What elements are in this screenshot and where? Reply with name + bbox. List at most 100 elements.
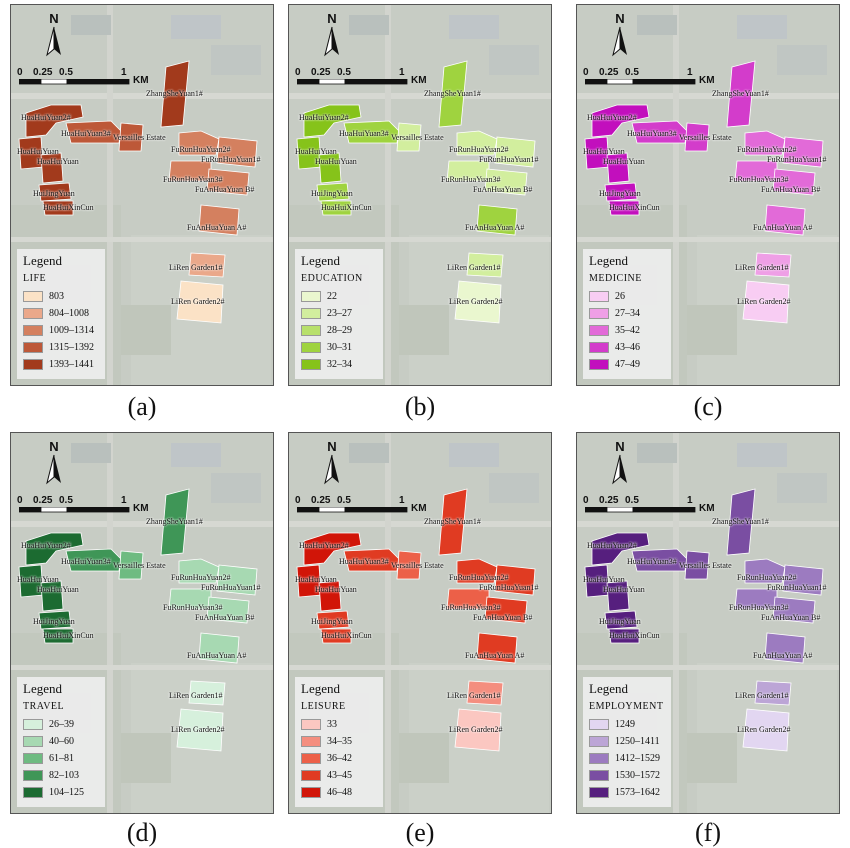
district-label: HuaHuiYuan bbox=[17, 147, 59, 156]
district-label: LiRen Garden1# bbox=[735, 691, 789, 700]
legend-swatch bbox=[301, 787, 321, 798]
district-label: HuiJingYuan bbox=[599, 617, 641, 626]
legend-label: 1530–1572 bbox=[615, 770, 660, 781]
district-label: HuaHuiYuan bbox=[315, 157, 357, 166]
district-label: HuiJingYuan bbox=[599, 189, 641, 198]
district-polygon bbox=[318, 152, 342, 184]
district-label: HuaHuiYuan bbox=[603, 585, 645, 594]
legend-item: 1530–1572 bbox=[589, 767, 665, 784]
district-polygon bbox=[494, 564, 536, 596]
district-polygon bbox=[198, 204, 240, 236]
district-polygon bbox=[772, 596, 816, 624]
district-polygon bbox=[604, 610, 638, 630]
district-polygon bbox=[726, 60, 756, 128]
district-label: FuRunHuaYuan1# bbox=[201, 155, 261, 164]
scale-tick-label: 1 bbox=[687, 495, 693, 506]
legend-item: 1315–1392 bbox=[23, 339, 99, 356]
legend-label: 40–60 bbox=[49, 736, 74, 747]
district-label: HuaHuiXinCun bbox=[609, 631, 660, 640]
legend-title: Legend bbox=[301, 681, 340, 696]
legend-item: 43–46 bbox=[589, 339, 665, 356]
legend-label: 1249 bbox=[615, 719, 635, 730]
district-polygon bbox=[178, 558, 220, 584]
north-arrow-icon: N bbox=[317, 439, 347, 485]
legend-swatch bbox=[589, 770, 609, 781]
district-polygon bbox=[456, 558, 498, 584]
legend-item: 1250–1411 bbox=[589, 733, 665, 750]
scale-unit: KM bbox=[411, 503, 427, 514]
district-polygon bbox=[772, 168, 816, 196]
district-label: LiRen Garden1# bbox=[735, 263, 789, 272]
district-polygon bbox=[456, 130, 498, 156]
district-label: HuaHuiYuan2# bbox=[299, 113, 349, 122]
legend-label: 46–48 bbox=[327, 787, 352, 798]
legend-swatch bbox=[301, 342, 321, 353]
north-arrow-icon: N bbox=[317, 11, 347, 57]
legend-swatch bbox=[23, 308, 43, 319]
scale-tick-label: 0.25 bbox=[311, 67, 331, 78]
legend-item: 35–42 bbox=[589, 322, 665, 339]
legend-item: 104–125 bbox=[23, 784, 99, 801]
north-letter: N bbox=[49, 11, 59, 26]
district-label: HuiJingYuan bbox=[311, 617, 353, 626]
district-label: HuaHuiXinCun bbox=[321, 631, 372, 640]
district-label: LiRen Garden1# bbox=[447, 263, 501, 272]
north-arrow-icon: N bbox=[39, 11, 69, 57]
legend-item: 26 bbox=[589, 288, 665, 305]
district-polygon bbox=[744, 558, 786, 584]
scale-unit: KM bbox=[133, 75, 149, 86]
district-label: ZhangSheYuan1# bbox=[424, 517, 481, 526]
district-polygon bbox=[454, 280, 502, 324]
district-label: HuaHuiYuan bbox=[17, 575, 59, 584]
legend-swatch bbox=[301, 719, 321, 730]
district-label: HuaHuiYuan2# bbox=[587, 113, 637, 122]
district-polygon bbox=[782, 136, 824, 168]
district-label: LiRen Garden2# bbox=[449, 297, 503, 306]
district-label: Versailles Estate bbox=[113, 133, 166, 142]
legend-label: 22 bbox=[327, 291, 337, 302]
map-panel-c: ZhangSheYuan1# HuaHuiYuan2# HuaHuiYuan3# Ve… bbox=[576, 4, 840, 386]
district-label: FuAnHuaYuan B# bbox=[195, 185, 255, 194]
scale-tick-label: 0.25 bbox=[311, 495, 331, 506]
legend-label: 27–34 bbox=[615, 308, 640, 319]
district-polygon bbox=[591, 104, 650, 138]
legend-label: 1393–1441 bbox=[49, 359, 94, 370]
district-label: FuAnHuaYuan B# bbox=[195, 613, 255, 622]
district-polygon bbox=[608, 200, 640, 216]
district-polygon bbox=[206, 596, 250, 624]
legend-swatch bbox=[23, 719, 43, 730]
district-label: HuaHuiYuan3# bbox=[61, 129, 111, 138]
legend-label: 1412–1529 bbox=[615, 753, 660, 764]
legend-item: 33 bbox=[301, 716, 377, 733]
district-polygon bbox=[606, 152, 630, 184]
district-label: Versailles Estate bbox=[679, 561, 732, 570]
district-label: HuaHuiYuan bbox=[295, 575, 337, 584]
district-label: FuRunHuaYuan2# bbox=[449, 145, 509, 154]
scale-tick-label: 1 bbox=[687, 67, 693, 78]
district-polygon bbox=[764, 632, 806, 664]
legend-swatch bbox=[23, 787, 43, 798]
legend-swatch bbox=[589, 359, 609, 370]
legend-item: 32–34 bbox=[301, 356, 377, 373]
district-polygon bbox=[40, 580, 64, 612]
legend-label: 803 bbox=[49, 291, 64, 302]
scale-tick-label: 1 bbox=[121, 67, 127, 78]
district-polygon bbox=[754, 680, 792, 706]
district-polygon bbox=[606, 580, 630, 612]
legend-variable: MEDICINE bbox=[589, 273, 642, 284]
district-label: ZhangSheYuan1# bbox=[712, 517, 769, 526]
legend-label: 34–35 bbox=[327, 736, 352, 747]
district-label: FuRunHuaYuan2# bbox=[449, 573, 509, 582]
district-polygon bbox=[188, 252, 226, 278]
district-polygon bbox=[466, 252, 504, 278]
legend-swatch bbox=[589, 787, 609, 798]
district-label: LiRen Garden2# bbox=[171, 725, 225, 734]
legend-swatch bbox=[589, 736, 609, 747]
district-polygon bbox=[396, 550, 422, 580]
district-polygon bbox=[160, 488, 190, 556]
district-label: HuaHuiYuan3# bbox=[627, 129, 677, 138]
legend-variable: LIFE bbox=[23, 273, 47, 284]
district-polygon bbox=[118, 550, 144, 580]
district-label: HuiJingYuan bbox=[33, 189, 75, 198]
district-polygon bbox=[160, 60, 190, 128]
